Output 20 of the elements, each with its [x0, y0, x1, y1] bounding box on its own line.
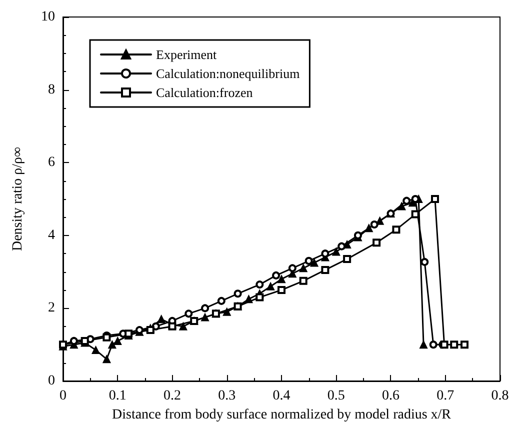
legend-label: Calculation:frozen: [156, 85, 254, 100]
x-tick-label: 0.7: [436, 388, 454, 404]
x-tick-label: 0.1: [108, 388, 126, 404]
y-tick-label: 6: [48, 155, 55, 170]
y-tick-label: 2: [48, 300, 55, 316]
y-tick-label: 8: [48, 82, 55, 98]
x-axis-title: Distance from body surface normalized by model radius x/R: [112, 407, 452, 422]
x-tick-label: 0.2: [164, 388, 181, 404]
y-tick-label: 10: [41, 10, 55, 24]
x-tick-label: 0.4: [272, 388, 290, 404]
x-tick-label: 0.6: [382, 388, 400, 404]
y-axis-title: Density ratio ρ/ρ∞: [10, 146, 26, 252]
legend-label: Calculation:nonequilibrium: [156, 66, 300, 81]
x-tick-label: 0: [60, 388, 66, 404]
legend-label: Experiment: [156, 47, 218, 62]
x-tick-label: 0.3: [218, 388, 236, 404]
x-tick-label: 0.5: [327, 388, 345, 404]
y-tick-label: 0: [48, 374, 55, 388]
y-tick-label: 4: [48, 228, 55, 243]
x-tick-label: 0.8: [491, 388, 509, 404]
